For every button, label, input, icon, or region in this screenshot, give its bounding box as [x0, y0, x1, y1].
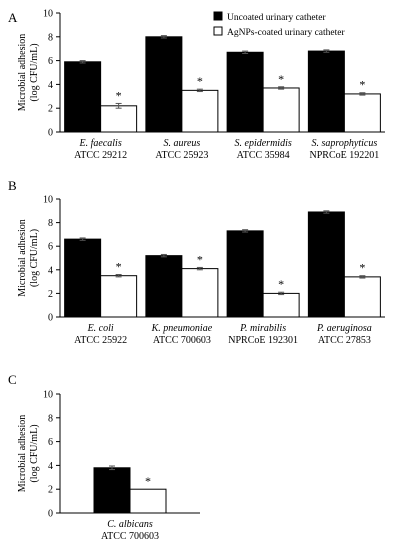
panel-a-bar-coated: [181, 89, 219, 133]
panel-b-y-tick-label: 10: [43, 195, 53, 206]
panel-b-significance-star: *: [278, 277, 284, 291]
panel-b-category-species: K. pneumoniae: [151, 323, 213, 334]
panel-a-y-axis-label: (log CFU/mL): [29, 43, 40, 101]
panel-a-category-strain: NPRCoE 192201: [310, 150, 380, 161]
panel-a-category-strain: ATCC 29212: [74, 150, 127, 161]
panel-b-category-species: E. coli: [87, 323, 114, 334]
panel-a-bar-uncoated: [145, 36, 183, 133]
panel-c-bar-coated: [129, 488, 167, 514]
panel-a-y-tick-label: 0: [48, 128, 53, 139]
panel-a-significance-star: *: [359, 78, 365, 92]
panel-a-bar-uncoated: [307, 50, 345, 133]
panel-b-category-species: P. mirabilis: [239, 323, 286, 334]
panel-c-y-axis-label: (log CFU/mL): [29, 424, 40, 482]
panel-b-bar-coated: [100, 275, 138, 318]
panel-c-bar-uncoated: [93, 467, 131, 514]
panel-a-significance-star: *: [116, 88, 122, 102]
panel-c-y-tick-label: 0: [48, 509, 53, 520]
panel-b-y-tick-label: 2: [48, 289, 53, 300]
panel-a-bar-coated: [100, 105, 138, 133]
panel-a-y-tick-label: 10: [43, 9, 53, 20]
panel-a-bar-coated: [343, 93, 381, 133]
panel-b-bar-uncoated: [64, 238, 102, 318]
panel-b-category-strain: ATCC 27853: [318, 335, 371, 346]
panel-b-category-strain: NPRCoE 192301: [228, 335, 298, 346]
panel-a-bar-uncoated: [226, 51, 264, 133]
panel-b-y-axis-label: Microbial adhesion: [17, 219, 28, 296]
panel-a-letter: A: [8, 10, 18, 25]
panel-c-y-tick-label: 8: [48, 413, 53, 424]
panel-b-bar-coated: [181, 268, 219, 318]
panel-b-category-strain: ATCC 700603: [153, 335, 211, 346]
panel-a-category-species: S. saprophyticus: [312, 138, 378, 149]
panel-a-y-tick-label: 8: [48, 32, 53, 43]
panel-b-category-species: P. aeruginosa: [316, 323, 372, 334]
legend-swatch-uncoated: [213, 11, 223, 21]
panel-c-category-strain: ATCC 700603: [101, 531, 159, 542]
panel-b-y-tick-label: 8: [48, 218, 53, 229]
panel-c-y-tick-label: 6: [48, 437, 53, 448]
panel-b-bar-uncoated: [145, 255, 183, 318]
panel-c-y-tick-label: 2: [48, 485, 53, 496]
panel-c-y-axis-label: Microbial adhesion: [17, 415, 28, 492]
panel-b-letter: B: [8, 178, 17, 193]
panel-b-bar-coated: [343, 276, 381, 318]
panel-b-bar-coated: [262, 292, 300, 318]
panel-a-category-strain: ATCC 25923: [155, 150, 208, 161]
legend-label-coated: AgNPs-coated urinary catheter: [227, 28, 345, 38]
panel-c-letter: C: [8, 372, 17, 387]
panel-a-category-species: S. epidermidis: [235, 138, 292, 149]
panel-a-bar-uncoated: [64, 61, 102, 133]
panel-b-y-tick-label: 0: [48, 313, 53, 324]
panel-a-bar-coated: [262, 87, 300, 133]
panel-b-y-tick-label: 6: [48, 242, 53, 253]
panel-b-bar-uncoated: [307, 211, 345, 318]
panel-b-y-axis-label: (log CFU/mL): [29, 229, 40, 287]
panel-b-significance-star: *: [197, 252, 203, 266]
legend-label-uncoated: Uncoated urinary catheter: [227, 13, 326, 23]
panel-c-category-species: C. albicans: [107, 519, 153, 530]
panel-a-y-axis-label: Microbial adhesion: [17, 34, 28, 111]
panel-a-y-tick-label: 2: [48, 104, 53, 115]
panel-a-category-species: S. aureus: [163, 138, 200, 149]
panel-c-y-tick-label: 10: [43, 390, 53, 401]
panel-c-significance-star: *: [145, 474, 151, 488]
panel-a-significance-star: *: [278, 72, 284, 86]
panel-a-y-tick-label: 6: [48, 56, 53, 67]
panel-a-category-species: E. faecalis: [79, 138, 122, 149]
panel-b-significance-star: *: [359, 261, 365, 275]
panel-b-category-strain: ATCC 25922: [74, 335, 127, 346]
panel-b-significance-star: *: [116, 260, 122, 274]
panel-b-y-tick-label: 4: [48, 265, 53, 276]
panel-b-bar-uncoated: [226, 230, 264, 318]
panel-a-category-strain: ATCC 35984: [237, 150, 290, 161]
panel-a-y-tick-label: 4: [48, 80, 53, 91]
panel-a-significance-star: *: [197, 74, 203, 88]
panel-c-y-tick-label: 4: [48, 461, 53, 472]
legend-swatch-coated: [213, 26, 223, 36]
